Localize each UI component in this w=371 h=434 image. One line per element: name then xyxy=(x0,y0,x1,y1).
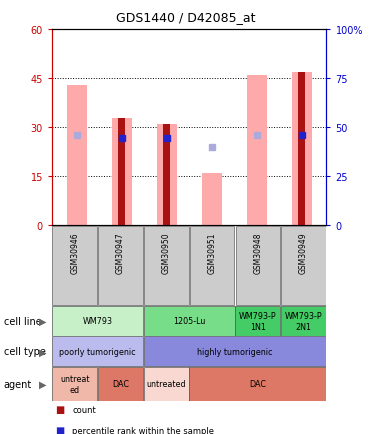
Bar xyxy=(144,227,189,305)
Text: GSM30946: GSM30946 xyxy=(70,232,79,273)
Bar xyxy=(201,174,222,226)
Bar xyxy=(144,306,235,336)
Text: percentile rank within the sample: percentile rank within the sample xyxy=(72,426,214,434)
Bar xyxy=(292,72,312,226)
Bar xyxy=(236,227,280,305)
Text: GSM30950: GSM30950 xyxy=(162,232,171,273)
Text: GSM30949: GSM30949 xyxy=(299,232,308,273)
Bar xyxy=(163,125,170,226)
Text: GSM30947: GSM30947 xyxy=(116,232,125,273)
Bar xyxy=(52,337,143,366)
Text: agent: agent xyxy=(4,379,32,389)
Text: 1205-Lu: 1205-Lu xyxy=(173,317,206,326)
Text: untreat
ed: untreat ed xyxy=(60,375,89,394)
Bar xyxy=(118,118,125,226)
Text: untreated: untreated xyxy=(147,380,186,388)
Text: GSM30951: GSM30951 xyxy=(208,232,217,273)
Text: cell line: cell line xyxy=(4,316,42,326)
Text: DAC: DAC xyxy=(112,380,129,388)
Bar xyxy=(281,227,326,305)
Text: ■: ■ xyxy=(55,425,64,434)
Bar xyxy=(52,306,143,336)
Text: cell type: cell type xyxy=(4,347,46,356)
Bar xyxy=(52,227,97,305)
Bar xyxy=(112,118,132,226)
Bar xyxy=(66,85,87,226)
Text: WM793: WM793 xyxy=(83,317,113,326)
Text: GSM30948: GSM30948 xyxy=(253,232,262,273)
Text: highly tumorigenic: highly tumorigenic xyxy=(197,347,273,356)
Bar xyxy=(157,125,177,226)
Text: poorly tumorigenic: poorly tumorigenic xyxy=(59,347,136,356)
Text: count: count xyxy=(72,405,96,414)
Bar xyxy=(235,306,280,336)
Bar xyxy=(298,72,305,226)
Bar xyxy=(144,367,189,401)
Text: DAC: DAC xyxy=(249,380,266,388)
Bar xyxy=(98,227,143,305)
Text: ■: ■ xyxy=(55,404,64,414)
Bar xyxy=(247,76,267,226)
Text: ▶: ▶ xyxy=(39,379,46,389)
Bar xyxy=(190,227,234,305)
Text: GDS1440 / D42085_at: GDS1440 / D42085_at xyxy=(116,11,255,24)
Text: WM793-P
2N1: WM793-P 2N1 xyxy=(285,312,322,331)
Text: ▶: ▶ xyxy=(39,316,46,326)
Bar xyxy=(190,367,326,401)
Bar xyxy=(144,337,326,366)
Bar xyxy=(52,367,98,401)
Bar xyxy=(281,306,326,336)
Bar xyxy=(98,367,143,401)
Text: ▶: ▶ xyxy=(39,347,46,356)
Text: WM793-P
1N1: WM793-P 1N1 xyxy=(239,312,277,331)
